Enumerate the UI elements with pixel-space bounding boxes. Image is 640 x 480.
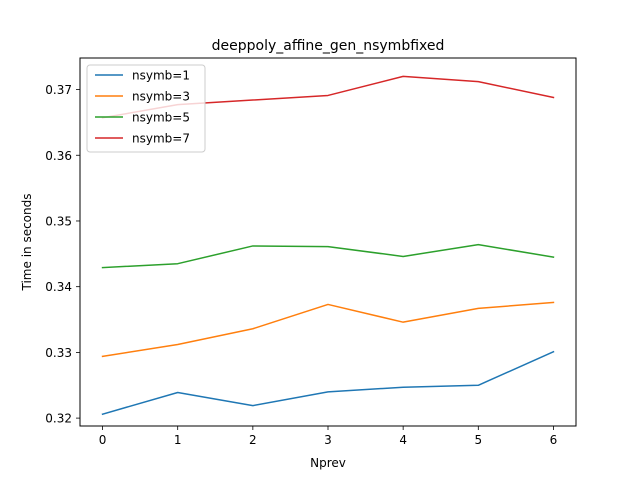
legend-label-3: nsymb=5	[132, 111, 190, 125]
x-axis: 0 1 2 3 4 5 6	[99, 426, 558, 447]
series-line-2	[101, 301, 555, 358]
x-tick-label: 5	[474, 433, 482, 447]
chart-title: deeppoly_affine_gen_nsymbfixed	[212, 38, 445, 54]
y-tick-label: 0.37	[45, 83, 72, 97]
y-tick-label: 0.32	[45, 412, 72, 426]
x-tick-label: 0	[99, 433, 107, 447]
series-line-1	[101, 350, 555, 416]
legend-label-1: nsymb=1	[132, 69, 190, 83]
legend-label-4: nsymb=7	[132, 132, 190, 146]
y-axis-label: Time in seconds	[20, 194, 34, 292]
legend: nsymb=1 nsymb=3 nsymb=5 nsymb=7	[86, 64, 206, 153]
legend-label-2: nsymb=3	[132, 90, 190, 104]
x-tick-label: 4	[399, 433, 407, 447]
x-axis-label: Nprev	[310, 456, 346, 470]
legend-box	[86, 64, 206, 153]
y-tick-label: 0.33	[45, 346, 72, 360]
y-tick-label: 0.36	[45, 149, 72, 163]
x-tick-label: 3	[324, 433, 332, 447]
x-tick-label: 6	[550, 433, 558, 447]
x-tick-label: 2	[249, 433, 257, 447]
series-line-3	[101, 243, 555, 269]
y-tick-label: 0.34	[45, 280, 72, 294]
y-tick-label: 0.35	[45, 214, 72, 228]
y-axis: 0.32 0.33 0.34 0.35 0.36 0.37	[45, 83, 80, 426]
x-tick-label: 1	[174, 433, 182, 447]
